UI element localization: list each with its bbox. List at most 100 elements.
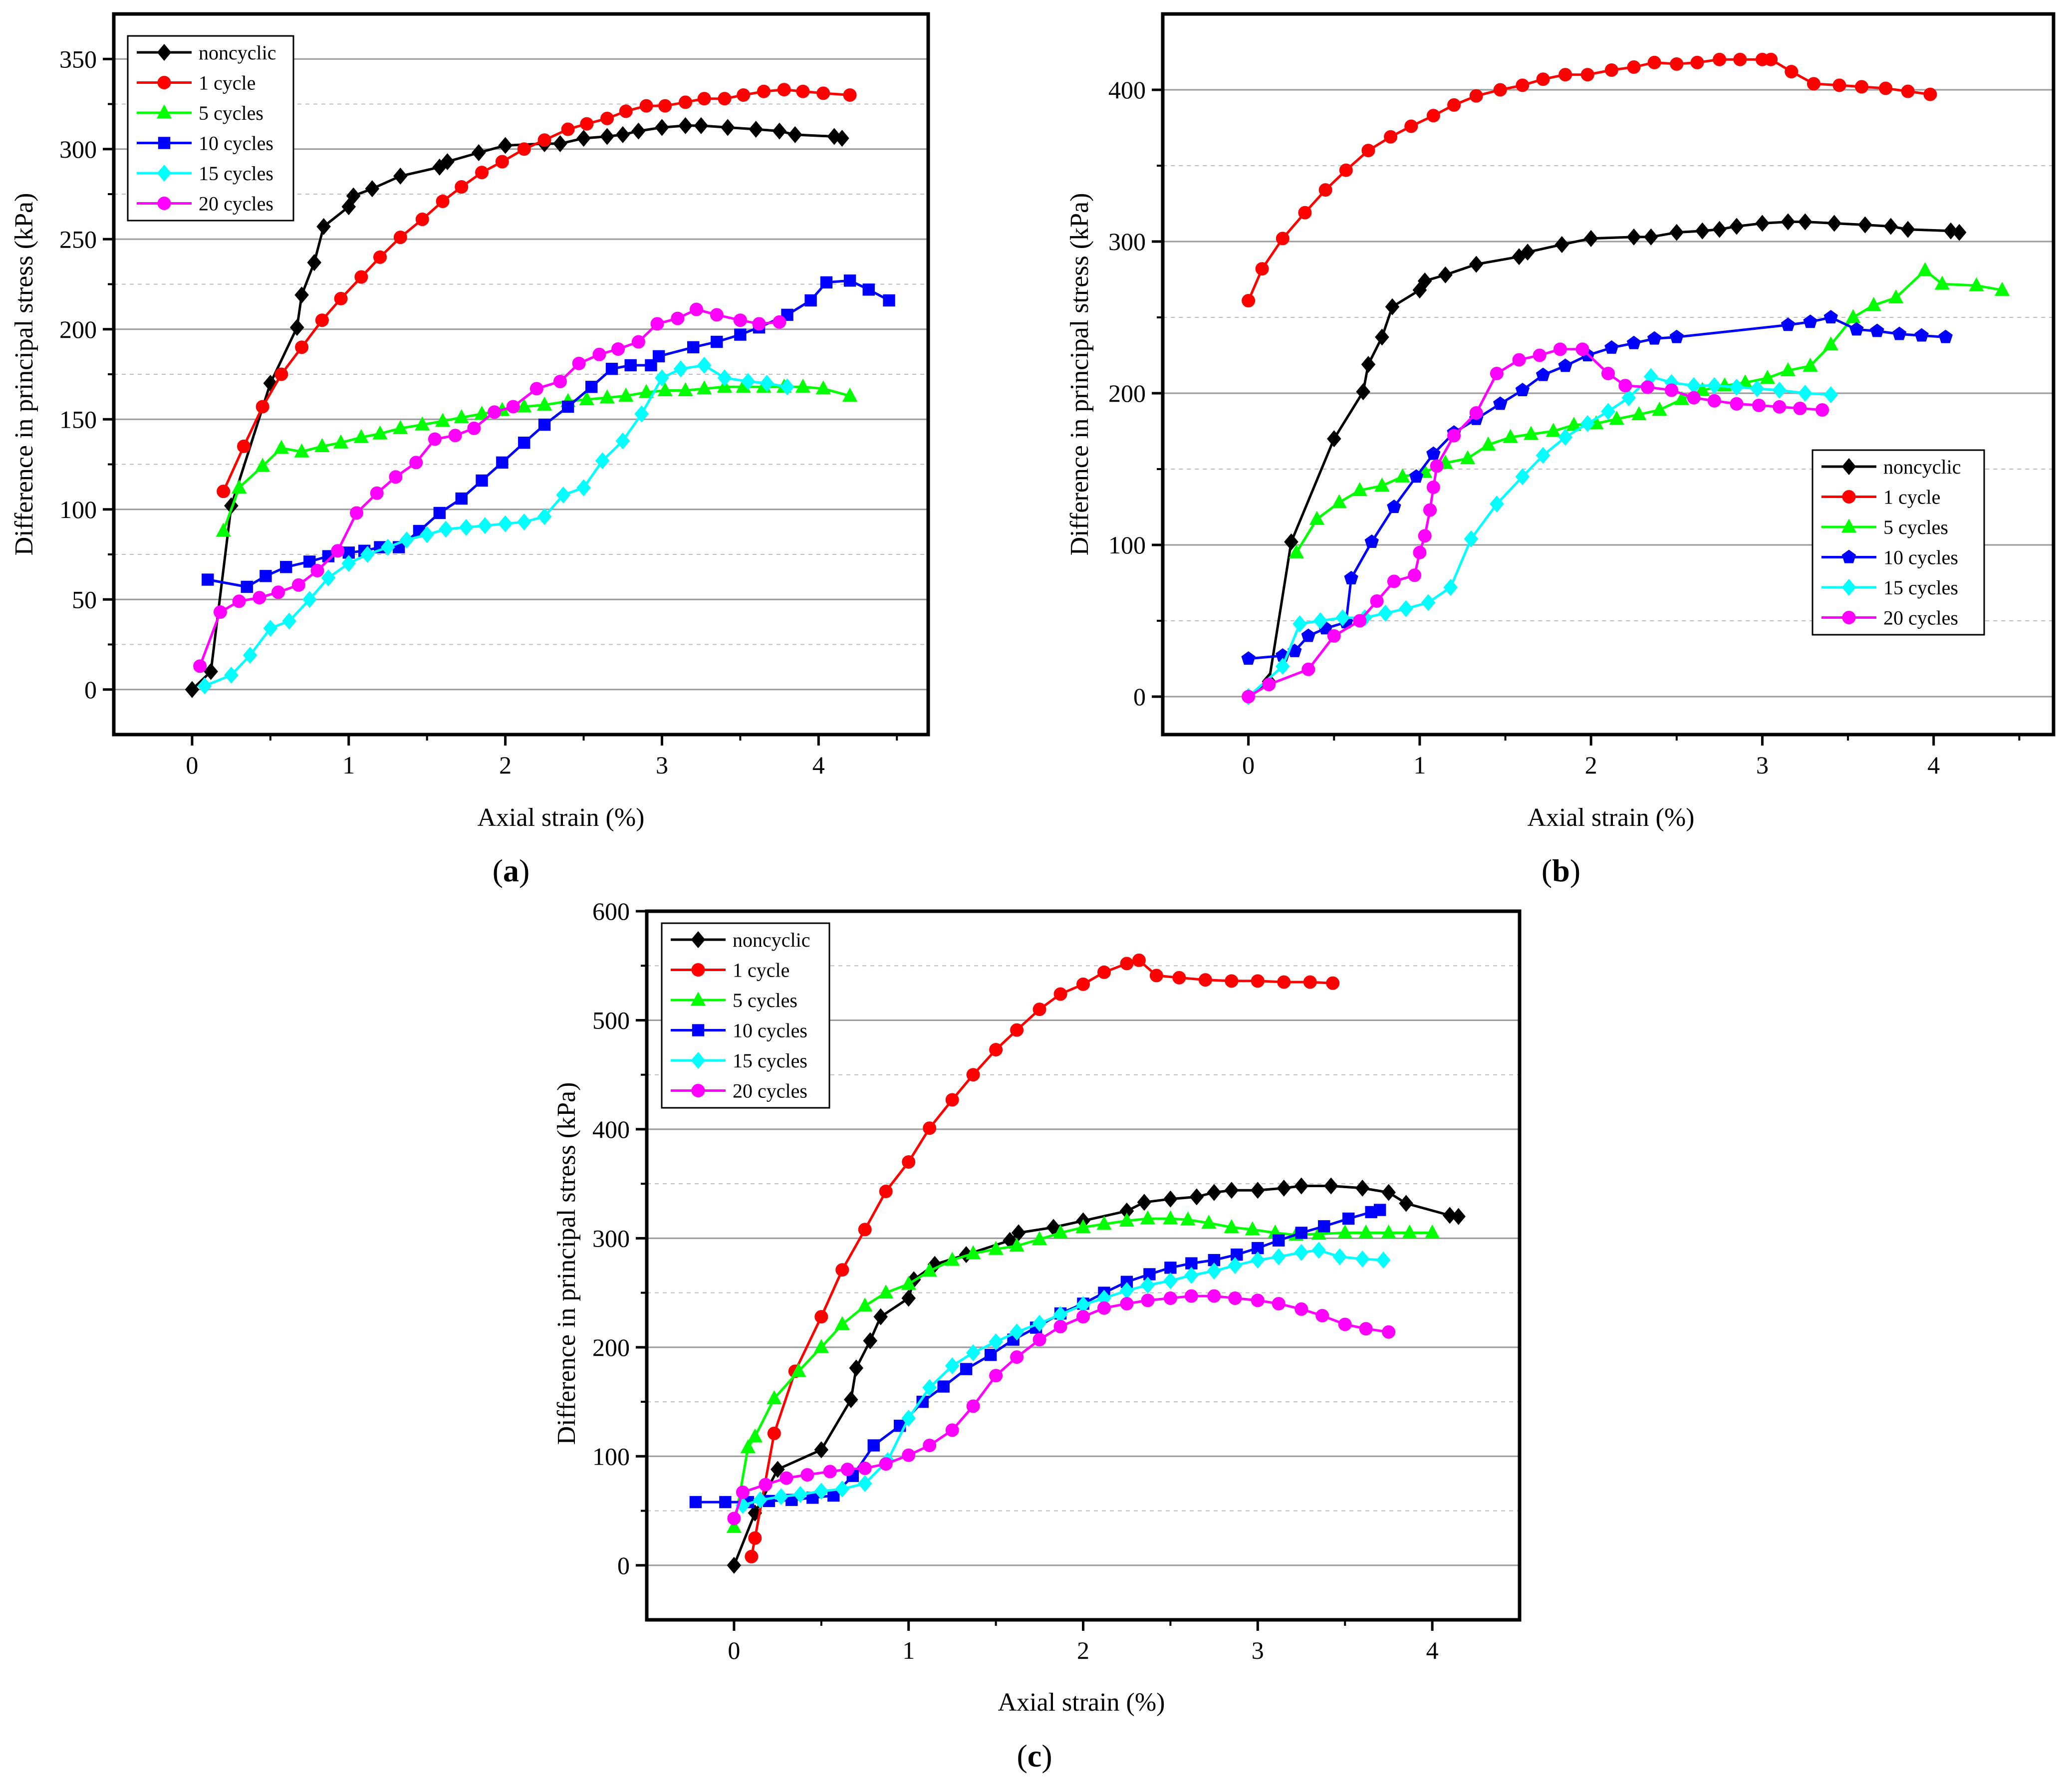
legend-label: 20 cycles (199, 193, 273, 215)
data-point (1033, 1333, 1046, 1347)
data-point (1119, 1212, 1135, 1227)
data-point (1311, 1242, 1326, 1259)
data-point (791, 1363, 806, 1377)
data-point (295, 340, 309, 354)
x-axis-title: Axial strain (%) (1527, 803, 1694, 832)
x-tick-label: 0 (1242, 751, 1255, 779)
y-tick-label: 400 (592, 1115, 630, 1143)
data-point (1326, 430, 1341, 448)
data-point (1241, 651, 1256, 665)
data-point (1224, 1182, 1239, 1199)
data-point (823, 1465, 837, 1479)
data-point (1729, 218, 1744, 235)
data-point (1271, 1248, 1286, 1266)
data-point (1364, 534, 1379, 548)
data-point (393, 420, 408, 434)
legend-label: noncyclic (199, 41, 276, 64)
data-point (273, 440, 289, 454)
legend-label: 15 cycles (733, 1049, 807, 1072)
data-point (966, 1344, 981, 1361)
data-point (1752, 398, 1766, 412)
y-tick-label: 100 (59, 496, 97, 523)
data-point (1033, 1003, 1046, 1017)
data-point (1331, 494, 1347, 509)
data-point (1883, 218, 1898, 235)
y-tick-label: 400 (1108, 76, 1146, 104)
y-tick-label: 350 (59, 45, 97, 73)
data-point (1140, 1210, 1156, 1225)
data-point (1378, 604, 1393, 622)
series-5-cycles (726, 1210, 1440, 1533)
data-point (1338, 1317, 1352, 1331)
series-20-cycles (727, 1289, 1396, 1526)
data-point (773, 315, 786, 329)
x-tick-label: 3 (1252, 1636, 1264, 1664)
data-point (842, 387, 858, 402)
legend-marker (157, 43, 172, 61)
data-point (1198, 973, 1212, 987)
data-point (753, 1491, 768, 1509)
data-point (989, 1042, 1003, 1056)
legend-marker (691, 1051, 706, 1069)
data-point (331, 544, 345, 558)
data-point (241, 580, 253, 593)
data-point (1053, 1319, 1067, 1333)
data-point (1923, 87, 1937, 101)
data-point (1469, 406, 1483, 420)
data-point (720, 119, 735, 136)
data-point (1807, 77, 1820, 91)
data-point (1827, 215, 1841, 232)
data-point (945, 1093, 959, 1107)
data-point (1430, 459, 1444, 473)
data-point (365, 180, 380, 198)
data-point (793, 1486, 808, 1503)
data-point (1276, 232, 1290, 246)
data-point (1301, 662, 1315, 676)
legend-marker (1841, 518, 1857, 533)
data-point (1184, 1289, 1198, 1303)
panel-b: 0 100 200 300 400 0 1 2 3 4 Axial strain (%) Diff… (1065, 12, 2056, 888)
data-point (1207, 1262, 1222, 1279)
data-point (1760, 369, 1775, 384)
data-point (740, 1439, 756, 1454)
data-point (1669, 329, 1684, 343)
data-point (1010, 1323, 1024, 1341)
data-point (1717, 377, 1733, 392)
data-point (1228, 1257, 1243, 1275)
data-point (1335, 609, 1350, 626)
data-point (879, 1457, 893, 1471)
data-point (380, 538, 395, 556)
series-15-cycles (736, 1242, 1391, 1514)
x-tick-label: 4 (812, 751, 825, 779)
x-tick-label: 1 (1413, 751, 1426, 779)
data-point (814, 1441, 829, 1459)
data-point (1245, 1221, 1260, 1236)
data-point (619, 104, 633, 118)
data-point (843, 274, 856, 287)
data-point (748, 1531, 762, 1545)
data-point (561, 122, 575, 136)
x-axis-title: Axial strain (%) (998, 1688, 1165, 1717)
data-point (1490, 495, 1504, 512)
data-point (259, 570, 272, 582)
y-tick-label: 200 (59, 315, 97, 343)
data-point (1516, 78, 1530, 92)
data-point (1823, 336, 1838, 351)
data-point (193, 659, 207, 673)
data-point (440, 153, 455, 171)
data-point (1361, 144, 1375, 158)
data-point (294, 286, 309, 304)
data-point (1361, 356, 1376, 373)
data-point (271, 585, 285, 599)
data-point (1293, 615, 1307, 633)
data-point (455, 180, 469, 194)
data-point (488, 405, 502, 419)
data-point (316, 218, 331, 236)
legend: noncyclic 1 cycle 5 cycles 10 cycles 15 cycl… (127, 35, 294, 222)
data-point (772, 122, 787, 140)
data-point (727, 1512, 741, 1526)
legend-marker (1842, 490, 1856, 504)
data-point (1387, 500, 1401, 513)
data-point (561, 400, 574, 413)
